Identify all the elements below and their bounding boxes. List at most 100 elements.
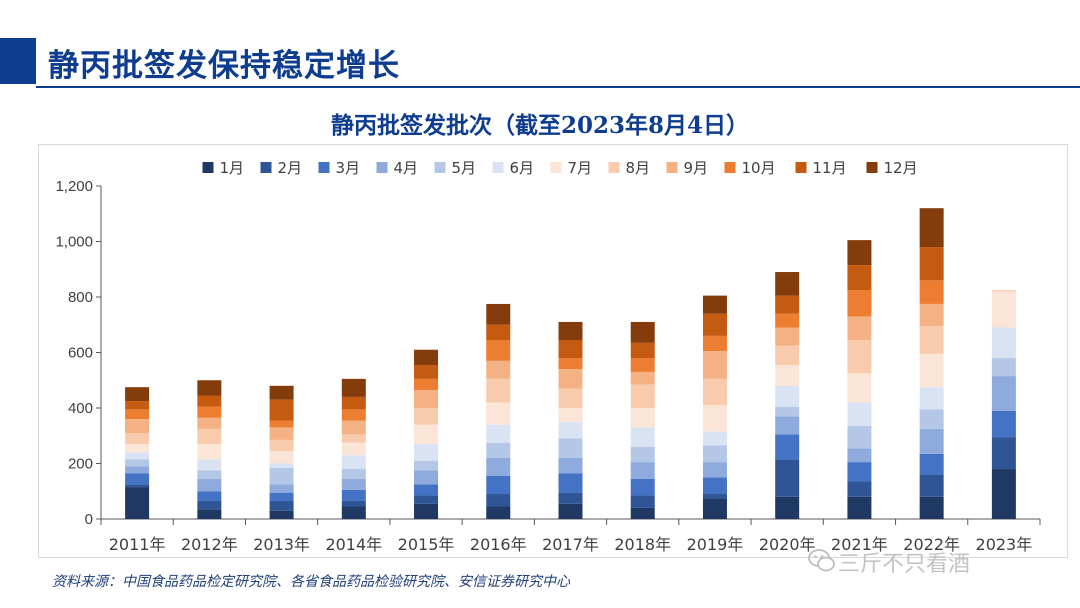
bar-segment — [342, 490, 366, 501]
bar-segment — [631, 427, 655, 446]
bar-segment — [992, 411, 1016, 437]
bar-segment — [847, 290, 871, 316]
bar-segment — [920, 280, 944, 304]
legend-swatch — [867, 162, 878, 173]
x-tick-label: 2014年 — [325, 535, 382, 554]
bar-segment — [847, 240, 871, 265]
bar-segment — [486, 425, 510, 443]
bar-segment — [775, 314, 799, 328]
bar-segment — [920, 326, 944, 354]
bar-segment — [703, 351, 727, 379]
bar-segment — [270, 468, 294, 485]
bar-segment — [847, 448, 871, 462]
bar-segment — [486, 304, 510, 325]
legend-swatch — [203, 162, 214, 173]
bar-segment — [486, 494, 510, 506]
bar-segment — [486, 379, 510, 403]
x-tick-label: 2011年 — [109, 535, 166, 554]
bar-segment — [847, 373, 871, 402]
bar-segment — [342, 379, 366, 397]
bar-segment — [920, 304, 944, 326]
bar-segment — [197, 491, 221, 501]
bar-segment — [486, 325, 510, 340]
bar-segment — [847, 402, 871, 426]
bar-segment — [847, 426, 871, 448]
bar-segment — [920, 475, 944, 497]
bar-segment — [270, 464, 294, 468]
y-tick-label: 400 — [68, 400, 93, 417]
bar-segment — [847, 265, 871, 290]
bar-segment — [414, 444, 438, 461]
wechat-icon — [808, 548, 836, 574]
bar-segment — [125, 452, 149, 459]
bar-segment — [559, 408, 583, 422]
legend-label: 12月 — [884, 159, 918, 177]
legend-swatch — [551, 162, 562, 173]
bar-segment — [703, 379, 727, 405]
bar-segment — [992, 291, 1016, 327]
legend-label: 7月 — [568, 159, 593, 177]
legend-label: 9月 — [684, 159, 709, 177]
bar-segment — [197, 509, 221, 519]
bar-segment — [414, 484, 438, 495]
bar-segment — [703, 432, 727, 446]
bar-segment — [342, 469, 366, 479]
bar-segment — [197, 479, 221, 491]
bar-segment — [703, 336, 727, 351]
bar-segment — [559, 504, 583, 519]
bar-segment — [197, 407, 221, 418]
bar-segment — [270, 386, 294, 400]
bar-segment — [414, 425, 438, 444]
bar-segment — [703, 314, 727, 336]
legend-swatch — [609, 162, 620, 173]
bar-segment — [270, 451, 294, 463]
bar-segment — [270, 427, 294, 439]
bar-segment — [559, 458, 583, 473]
y-tick-label: 0 — [85, 511, 93, 528]
bar-segment — [775, 416, 799, 434]
legend-swatch — [667, 162, 678, 173]
bar-segment — [559, 358, 583, 369]
bar-segment — [125, 466, 149, 473]
bar-segment — [125, 473, 149, 484]
legend-label: 5月 — [452, 159, 477, 177]
bar-segment — [631, 372, 655, 384]
bar-segment — [992, 437, 1016, 469]
bar-segment — [342, 420, 366, 434]
watermark-text: 三斤不只看酒 — [838, 546, 970, 578]
legend-swatch — [493, 162, 504, 173]
legend-label: 4月 — [394, 159, 419, 177]
bar-segment — [631, 462, 655, 479]
bar-segment — [125, 444, 149, 452]
bar-segment — [486, 476, 510, 494]
bar-segment — [847, 482, 871, 497]
bar-segment — [920, 409, 944, 428]
bar-segment — [197, 429, 221, 444]
bar-segment — [559, 439, 583, 458]
bar-segment — [920, 497, 944, 519]
bar-segment — [414, 365, 438, 379]
bar-segment — [125, 409, 149, 419]
bar-segment — [631, 358, 655, 372]
bar-segment — [125, 459, 149, 466]
bar-segment — [197, 501, 221, 509]
bar-segment — [270, 493, 294, 501]
legend-swatch — [435, 162, 446, 173]
bar-segment — [270, 400, 294, 421]
bar-segment — [125, 387, 149, 401]
bar-segment — [559, 322, 583, 340]
bar-segment — [342, 455, 366, 469]
bar-segment — [631, 508, 655, 519]
bar-segment — [414, 495, 438, 503]
bar-segment — [631, 322, 655, 343]
bar-segment — [197, 470, 221, 478]
bar-segment — [703, 462, 727, 477]
bar-segment — [342, 397, 366, 409]
bar-segment — [703, 477, 727, 494]
bar-segment — [125, 401, 149, 409]
bar-segment — [775, 346, 799, 365]
legend-label: 11月 — [813, 159, 847, 177]
bar-segment — [775, 497, 799, 519]
x-tick-label: 2023年 — [976, 535, 1033, 554]
bar-segment — [631, 479, 655, 496]
